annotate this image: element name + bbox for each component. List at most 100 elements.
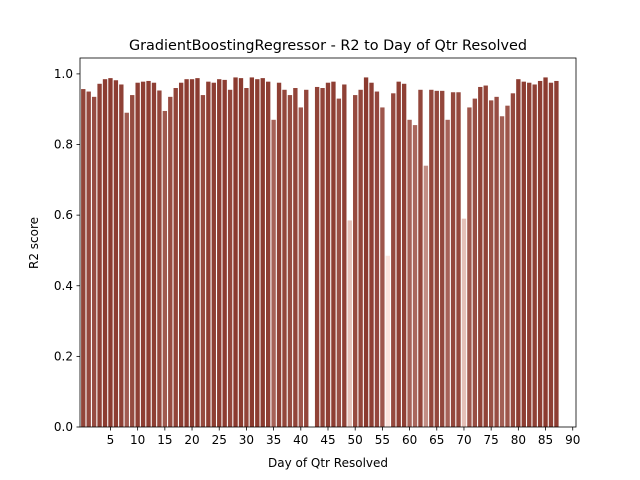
bar [412,125,418,427]
bar [445,119,450,428]
bar [86,91,91,427]
bar [494,96,499,427]
bar [298,107,303,427]
bar [162,110,168,428]
y-tick-label: 0.2 [54,349,73,363]
y-tick-label: 0.6 [54,208,73,222]
bar [287,95,293,428]
bar [358,89,363,427]
x-tick-label: 75 [484,433,499,447]
bar [178,82,184,427]
bar [222,79,227,427]
bar [418,89,423,427]
y-axis-label: R2 score [27,217,41,269]
bar [249,77,255,427]
y-tick-label: 0.0 [54,420,73,434]
bar [108,78,113,428]
x-tick-label: 35 [266,433,281,447]
bar [227,89,233,427]
bar [385,255,390,427]
bar [97,83,102,427]
bar [325,82,331,427]
bar [146,80,151,428]
bar [537,80,543,428]
x-tick-label: 45 [320,433,335,447]
bar [151,82,157,427]
bar [140,81,146,427]
x-tick-label: 90 [565,433,580,447]
bar [173,88,178,428]
bar [456,92,461,427]
bar [461,218,467,427]
bar [331,81,336,427]
y-tick-label: 0.4 [54,279,73,293]
bar [554,80,559,428]
bar [217,79,222,428]
x-tick-label: 85 [538,433,553,447]
bar [505,105,510,427]
x-tick-label: 20 [184,433,199,447]
bar [157,90,162,428]
x-tick-label: 55 [375,433,390,447]
bar [200,95,206,428]
x-tick-label: 25 [212,433,227,447]
bar [102,79,108,428]
bar [135,82,140,427]
bar [266,81,271,427]
y-tick-label: 0.8 [54,138,73,152]
x-tick-label: 70 [456,433,471,447]
bar [320,88,325,428]
bar [255,79,260,428]
bar [91,96,97,427]
bar [130,95,135,428]
bar [271,119,276,428]
bar [472,98,478,427]
bar [434,90,439,427]
bar [380,107,385,427]
x-tick-label: 5 [107,433,115,447]
bar [510,93,516,427]
bar [369,82,374,427]
bar [391,93,396,427]
bar [407,119,412,428]
bar [276,82,282,427]
bar [363,77,369,427]
bar [401,83,407,427]
bar [342,84,347,428]
chart-title: GradientBoostingRegressor - R2 to Day of… [129,38,527,54]
bar [189,79,195,428]
bar [206,81,211,427]
bar [374,91,380,427]
bar [396,81,401,427]
bar [483,85,488,427]
bar [238,78,244,428]
bar [244,88,249,428]
x-tick-label: 50 [348,433,363,447]
bar [184,79,189,428]
bar [347,220,352,427]
bar [168,96,173,427]
bar [423,165,429,428]
bar [293,88,298,428]
x-tick-label: 80 [511,433,526,447]
bar [353,95,358,428]
bar [113,80,119,427]
y-tick-label: 1.0 [54,67,73,81]
bar [211,82,216,427]
bar [124,112,129,427]
bar [233,77,238,427]
x-tick-label: 10 [130,433,145,447]
x-tick-label: 60 [402,433,417,447]
bar [440,90,445,427]
bar [467,107,472,427]
bar [429,89,434,427]
plot-frame [79,57,577,428]
x-axis-label: Day of Qtr Resolved [268,456,388,470]
bar [195,78,200,428]
bar [119,84,124,428]
bar [260,78,265,428]
bar [532,84,537,428]
bar [488,100,494,428]
bar [543,77,548,427]
